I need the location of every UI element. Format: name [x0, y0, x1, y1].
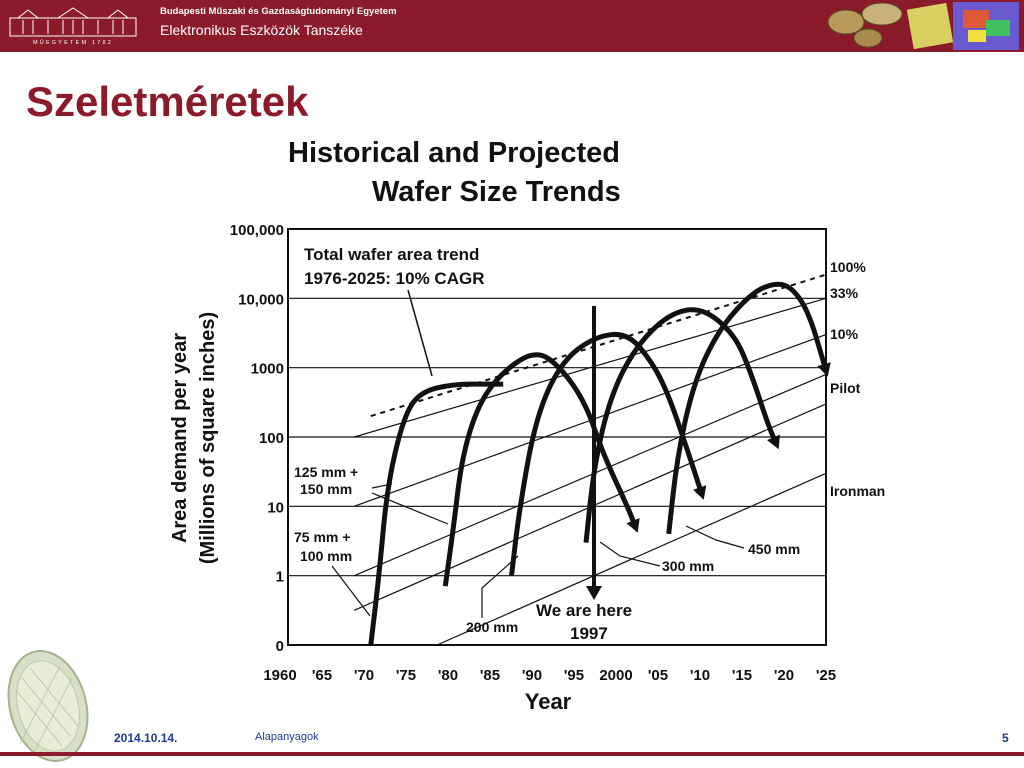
header-bar: MŰEGYETEM 1782 Budapesti Műszaki és Gazd…	[0, 0, 1024, 52]
footer-topic: Alapanyagok	[255, 731, 319, 743]
we-are-here-label: We are here	[536, 601, 632, 620]
x-tick-label: '95	[564, 667, 584, 684]
trend-line-100	[354, 297, 827, 438]
label-10pct: 10%	[830, 326, 859, 342]
slide-title: Szeletméretek	[26, 78, 309, 125]
label-100mm: 100 mm	[300, 548, 352, 564]
x-axis-label: Year	[525, 689, 572, 714]
curve-75-mm-100-mm	[368, 381, 504, 646]
page-number: 5	[1002, 731, 1009, 745]
curve-arrowhead	[693, 485, 707, 500]
x-tick-label: '15	[732, 667, 752, 684]
label-100pct: 100%	[830, 259, 866, 275]
y-tick-label: 1	[276, 569, 284, 586]
curve-450-mm	[666, 281, 829, 535]
y-axis-label-line2: (Millions of square inches)	[197, 312, 219, 564]
curve-arrowhead	[767, 434, 780, 450]
label-150mm: 150 mm	[300, 481, 352, 497]
x-tick-label: '10	[690, 667, 710, 684]
x-tick-label: '70	[354, 667, 374, 684]
trend-annotation-pointer	[407, 289, 433, 377]
x-tick-label: '65	[312, 667, 332, 684]
label-125mm: 125 mm +	[294, 464, 358, 480]
curve-arrowhead	[817, 362, 831, 377]
trend-line-10	[353, 373, 827, 577]
y-tick-label: 100,000	[230, 222, 284, 239]
x-tick-label: '20	[774, 667, 794, 684]
label-200mm: 200 mm	[466, 619, 518, 635]
header-banner-image	[818, 0, 1024, 52]
curve-arrowhead	[626, 518, 640, 533]
x-tick-label: 2000	[599, 667, 632, 684]
y-tick-label: 1000	[251, 361, 284, 378]
y-axis-label-line1: Area demand per year	[169, 333, 191, 543]
university-logo: MŰEGYETEM 1782	[9, 7, 137, 46]
we-are-here-arrow	[586, 586, 602, 600]
chart-title-line2: Wafer Size Trends	[372, 176, 621, 208]
y-tick-label: 100	[259, 430, 284, 447]
logo-text: MŰEGYETEM 1782	[33, 39, 113, 46]
x-tick-label: '80	[438, 667, 458, 684]
footer-divider	[0, 752, 1024, 756]
x-tick-label: '25	[816, 667, 836, 684]
y-tick-label: 10,000	[238, 291, 284, 308]
label-pilot: Pilot	[830, 380, 861, 396]
wafer-size-curves	[368, 281, 831, 646]
curve-125-mm-150-mm	[442, 352, 638, 587]
label-75mm: 75 mm +	[294, 529, 350, 545]
x-tick-label: '90	[522, 667, 542, 684]
x-tick-label: 1960	[263, 667, 296, 684]
label-33pct: 33%	[830, 285, 859, 301]
chart-grid	[288, 297, 826, 577]
trend-annotation-2: 1976-2025: 10% CAGR	[304, 269, 484, 288]
x-tick-labels: 1960 '65 '70 '75 '80 '85 '90 '95 2000 '05 '10 '15 '2…	[263, 667, 836, 684]
y-tick-label: 10	[267, 499, 284, 516]
wafer-size-chart: Historical and Projected Wafer Size Tren…	[169, 137, 885, 714]
x-tick-label: '85	[480, 667, 500, 684]
y-tick-label: 0	[276, 638, 284, 655]
department-name: Elektronikus Eszközök Tanszéke	[160, 22, 363, 38]
university-name: Budapesti Műszaki és Gazdaságtudományi E…	[160, 6, 397, 17]
x-tick-label: '05	[648, 667, 668, 684]
footer-date: 2014.10.14.	[114, 731, 178, 745]
chart-title-line1: Historical and Projected	[288, 137, 620, 169]
plot-frame	[287, 228, 827, 646]
year-1997-label: 1997	[570, 624, 608, 643]
x-tick-label: '75	[396, 667, 416, 684]
trend-annotation-1: Total wafer area trend	[304, 245, 479, 264]
wafer-decoration-image	[7, 650, 89, 762]
label-ironman: Ironman	[830, 483, 885, 499]
label-300mm: 300 mm	[662, 558, 714, 574]
label-450mm: 450 mm	[748, 541, 800, 557]
